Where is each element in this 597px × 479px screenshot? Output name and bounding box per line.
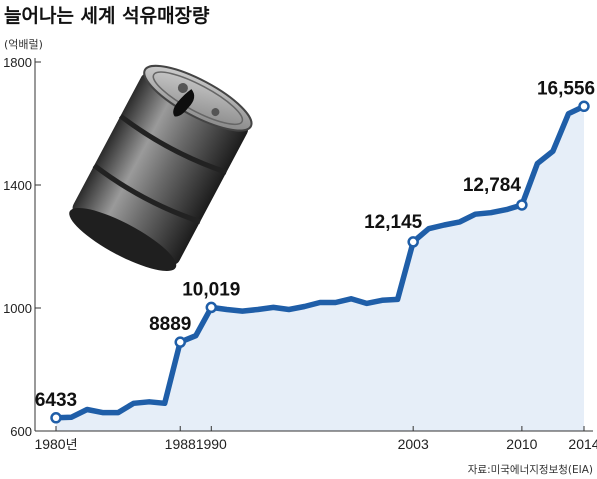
data-label: 16,556 <box>537 78 595 99</box>
area-fill <box>56 106 584 432</box>
y-tick-label: 1000 <box>3 301 32 316</box>
data-label: 12,784 <box>463 175 522 196</box>
data-point-marker <box>516 199 528 211</box>
axes: 600 1000 1400 1800 1980년 1988 1990 2003 2010 2014 <box>3 55 597 453</box>
y-tick-label: 1800 <box>3 55 32 70</box>
data-point-marker <box>407 236 419 248</box>
chart-title: 늘어나는 세계 석유매장량 <box>4 5 210 27</box>
series-line <box>53 103 587 421</box>
area-fill-layer <box>56 106 584 432</box>
data-label: 12,145 <box>364 212 423 233</box>
data-label: 10,019 <box>182 279 240 300</box>
data-point-marker <box>50 412 62 424</box>
x-tick-label: 1988 <box>165 436 196 452</box>
source-note: 자료:미국에너지정보청(EIA) <box>468 464 593 476</box>
x-tick-label: 1990 <box>196 436 227 452</box>
marker-layer <box>50 100 590 424</box>
unit-label: (억배럴) <box>4 38 43 51</box>
x-tick-label: 2003 <box>398 436 429 452</box>
data-point-marker <box>578 100 590 113</box>
data-label: 8889 <box>149 314 191 335</box>
x-tick-label: 2010 <box>506 436 537 452</box>
oil-barrel-illustration <box>69 64 253 271</box>
data-label: 6433 <box>35 390 77 411</box>
line-layer <box>53 103 587 421</box>
y-tick-label: 600 <box>10 424 32 439</box>
data-point-marker <box>174 336 186 348</box>
x-tick-label: 1980년 <box>34 436 77 453</box>
x-tick-label: 2014 <box>568 436 597 452</box>
data-label-layer: 6433 8889 10,019 12,145 12,784 16,556 <box>35 78 595 410</box>
y-tick-label: 1400 <box>3 178 32 193</box>
data-point-marker <box>205 301 218 314</box>
